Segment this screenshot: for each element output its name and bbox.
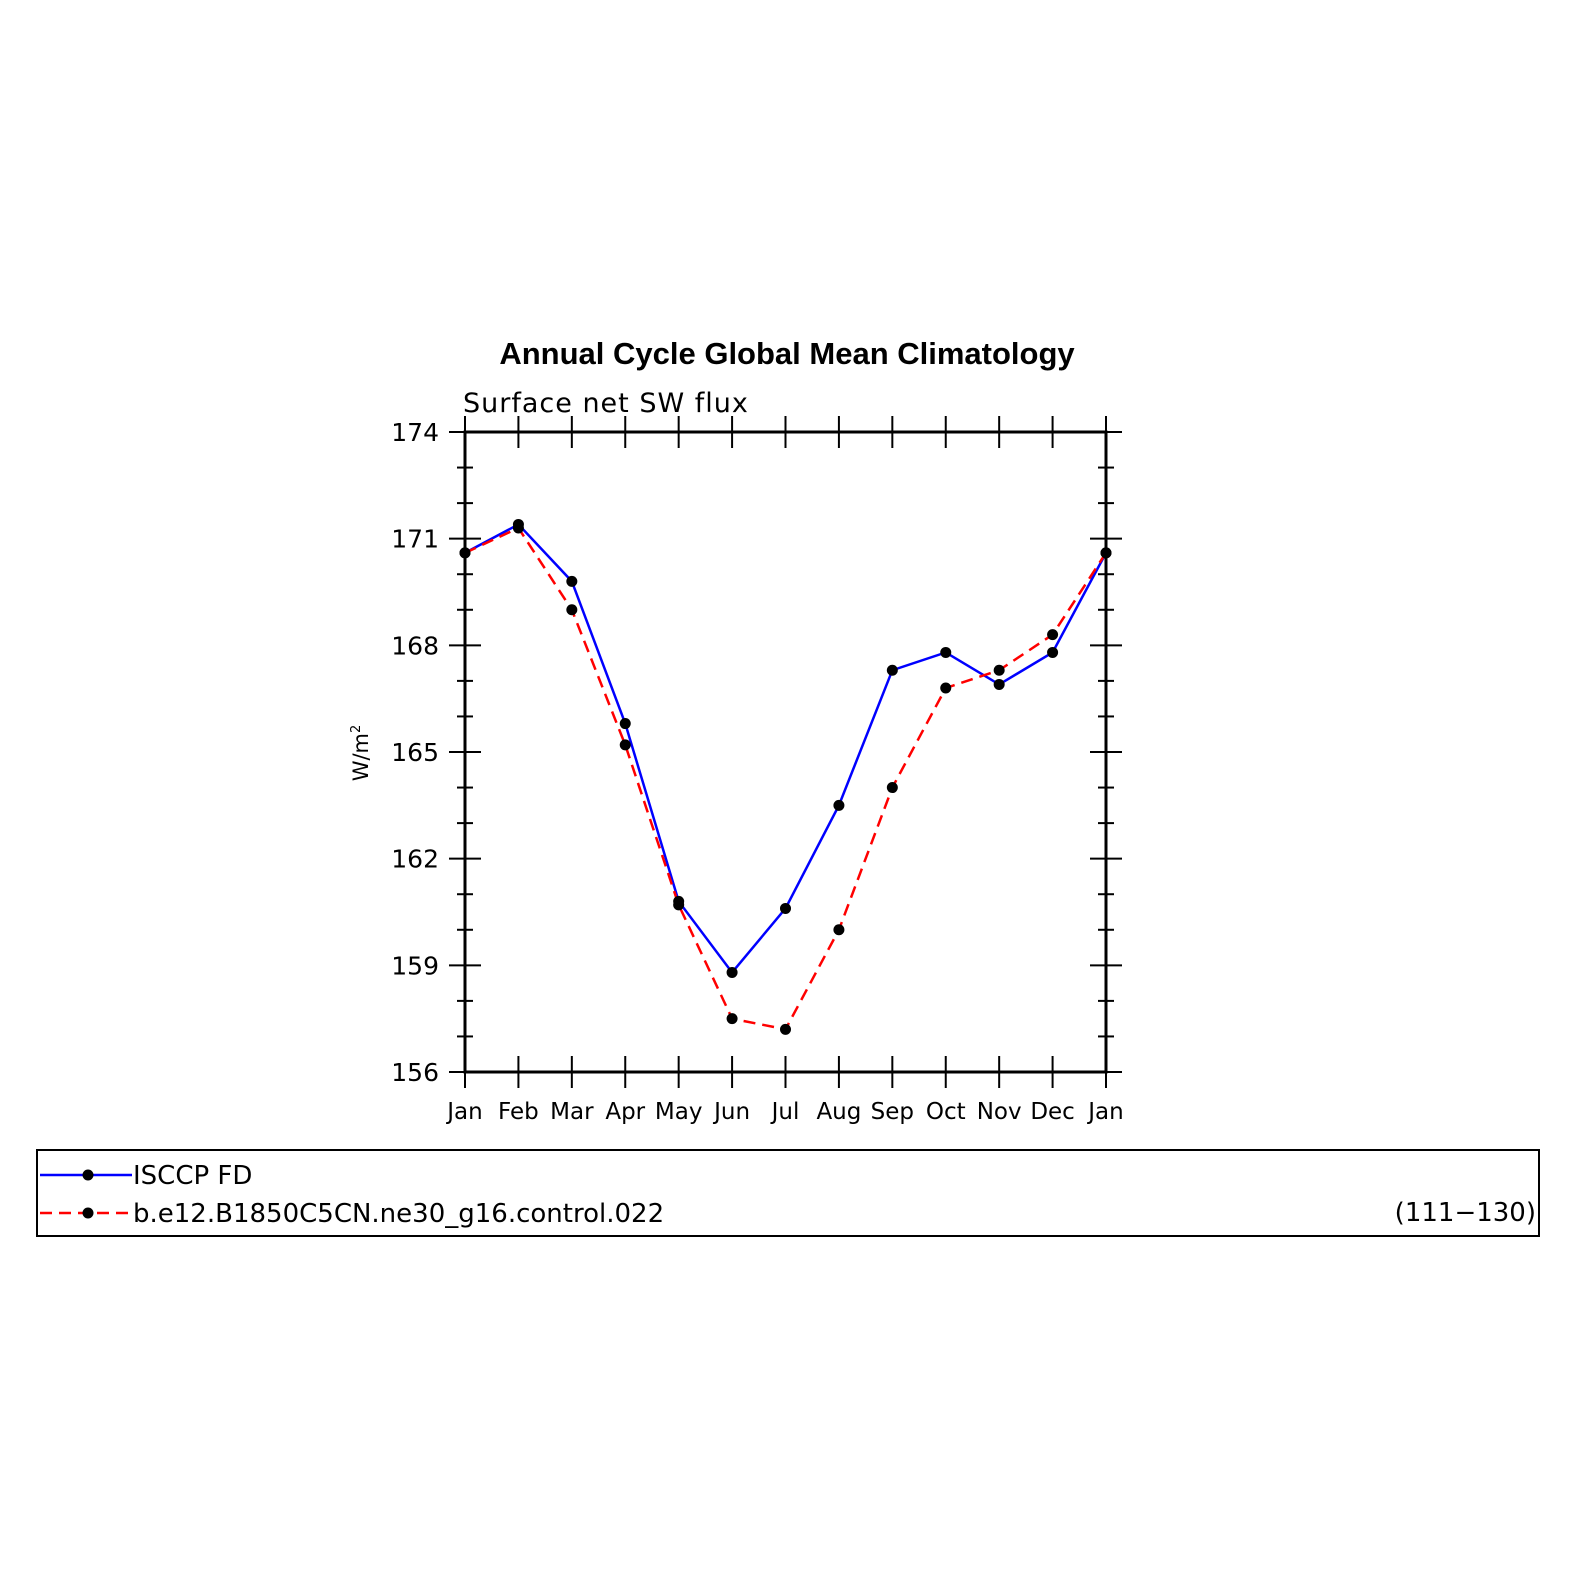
y-tick-label: 174 bbox=[391, 418, 439, 447]
data-series bbox=[459, 518, 1112, 1035]
x-tick-labels: Jan Feb Mar Apr May Jun Jul Aug Sep Oct Nov Dec Jan bbox=[445, 1099, 1123, 1125]
series-2-point bbox=[940, 682, 952, 694]
series-1-point bbox=[619, 718, 631, 730]
y-tick-label: 171 bbox=[391, 525, 439, 554]
series-1-point bbox=[993, 678, 1005, 690]
series-2-point bbox=[512, 522, 524, 534]
series-2-point bbox=[726, 1013, 738, 1025]
legend-period-text: (111−130) bbox=[1395, 1198, 1536, 1228]
series-1-point bbox=[780, 902, 791, 914]
x-tick-label: Jan bbox=[445, 1099, 482, 1125]
plot-frame bbox=[463, 430, 1108, 1074]
series-1-point bbox=[833, 799, 845, 811]
y-tick-label: 162 bbox=[391, 845, 439, 874]
x-tick-label: Mar bbox=[550, 1099, 594, 1125]
axis-ticks bbox=[449, 416, 1122, 1088]
x-tick-label: Apr bbox=[605, 1099, 645, 1125]
series-2-point bbox=[673, 899, 685, 911]
series-line-2 bbox=[464, 526, 1108, 1031]
legend-items: ISCCP FD b.e12.B1850C5CN.ne30_g16.control… bbox=[40, 1161, 664, 1229]
y-tick-label: 159 bbox=[391, 951, 439, 980]
series-1-point bbox=[566, 575, 578, 587]
y-axis-label: W/m2 bbox=[349, 725, 373, 782]
series-2-point bbox=[780, 1023, 791, 1035]
series-1-point bbox=[1047, 646, 1059, 658]
y-tick-label: 165 bbox=[391, 738, 439, 767]
y-axis-label-superscript: 2 bbox=[349, 725, 364, 733]
x-tick-label: Nov bbox=[977, 1099, 1022, 1125]
x-tick-label: Dec bbox=[1030, 1099, 1075, 1125]
series-2-point bbox=[833, 924, 845, 936]
legend-marker-1 bbox=[82, 1169, 94, 1181]
x-tick-label: Jul bbox=[770, 1099, 800, 1125]
series-2-point bbox=[886, 782, 898, 794]
y-tick-label: 156 bbox=[391, 1058, 439, 1087]
legend-marker-2 bbox=[82, 1207, 94, 1219]
y-axis-label-text: W/m bbox=[349, 733, 373, 781]
legend: ISCCP FD b.e12.B1850C5CN.ne30_g16.control… bbox=[36, 1149, 1540, 1237]
y-tick-label: 168 bbox=[391, 631, 439, 660]
series-2-point bbox=[1047, 629, 1059, 641]
x-tick-label: Sep bbox=[871, 1099, 914, 1125]
svg-text:W/m2: W/m2 bbox=[349, 725, 373, 782]
x-tick-label: Feb bbox=[498, 1099, 539, 1125]
legend-box bbox=[36, 1149, 1540, 1237]
series-1-point bbox=[886, 664, 898, 676]
series-2-point bbox=[566, 604, 578, 616]
chart-subtitle: Surface net SW flux bbox=[463, 388, 749, 419]
legend-label-2: b.e12.B1850C5CN.ne30_g16.control.022 bbox=[133, 1199, 664, 1229]
x-tick-label: Jun bbox=[712, 1099, 750, 1125]
series-1-point bbox=[940, 646, 952, 658]
series-1-point bbox=[726, 966, 738, 978]
x-tick-label: Aug bbox=[816, 1099, 861, 1125]
legend-label-1: ISCCP FD bbox=[133, 1161, 252, 1191]
series-2-point bbox=[993, 664, 1005, 676]
x-tick-label: Jan bbox=[1086, 1099, 1123, 1125]
x-tick-label: Oct bbox=[926, 1099, 966, 1125]
series-2-point bbox=[619, 739, 631, 751]
y-tick-labels: 156 159 162 165 168 171 174 bbox=[391, 418, 439, 1087]
chart-title: Annual Cycle Global Mean Climatology bbox=[499, 336, 1075, 371]
x-tick-label: May bbox=[655, 1099, 703, 1125]
